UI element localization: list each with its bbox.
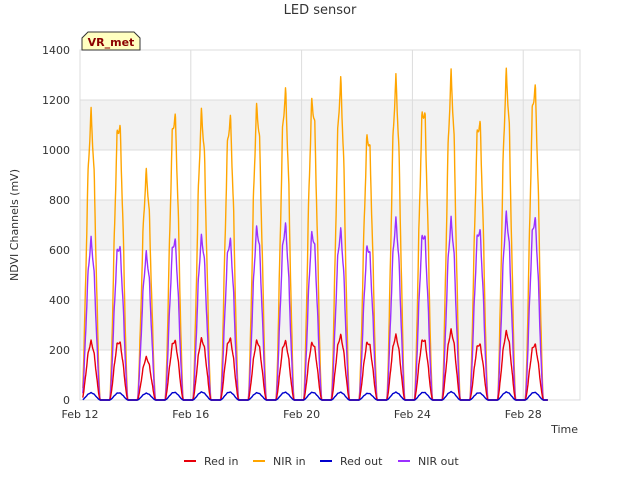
plot-band — [80, 150, 580, 200]
x-tick-label: Feb 12 — [62, 408, 99, 421]
badge-shape — [81, 31, 141, 51]
plot-band — [80, 350, 580, 400]
y-tick-label: 1200 — [42, 94, 70, 107]
legend: Red in NIR in Red out NIR out — [184, 455, 459, 468]
y-tick-label: 800 — [49, 194, 70, 207]
legend-label-red-in: Red in — [204, 455, 238, 468]
series-line-red-out — [82, 390, 549, 401]
badge-label: VR_met — [88, 36, 135, 49]
y-tick-label: 600 — [49, 244, 70, 257]
plot-band — [80, 100, 580, 150]
x-tick-label: Feb 24 — [394, 408, 431, 421]
plot-band — [80, 250, 580, 300]
plot-bands — [79, 49, 580, 401]
y-tick-label: 1400 — [42, 44, 70, 57]
chart-title: LED sensor — [284, 3, 357, 18]
y-tick-label: 400 — [49, 294, 70, 307]
plot-band — [80, 200, 580, 250]
y-tick-label: 200 — [49, 344, 70, 357]
legend-label-red-out: Red out — [340, 455, 383, 468]
x-axis-ticks: Feb 12 Feb 16 Feb 20 Feb 24 Feb 28 — [62, 408, 542, 421]
x-tick-label: Feb 28 — [505, 408, 542, 421]
legend-label-nir-in: NIR in — [273, 455, 306, 468]
site-badge: VR_met — [81, 31, 141, 51]
x-tick-label: Feb 16 — [172, 408, 209, 421]
y-axis-ticks: 0 200 400 600 800 1000 1200 1400 — [42, 44, 70, 407]
x-axis-label: Time — [550, 423, 578, 436]
plot-band — [80, 50, 580, 100]
x-tick-label: Feb 20 — [283, 408, 320, 421]
y-tick-label: 0 — [63, 394, 70, 407]
legend-label-nir-out: NIR out — [418, 455, 459, 468]
y-tick-label: 1000 — [42, 144, 70, 157]
y-axis-label: NDVI Channels (mV) — [8, 169, 21, 281]
plot-band — [80, 300, 580, 350]
series-lines — [82, 67, 549, 401]
